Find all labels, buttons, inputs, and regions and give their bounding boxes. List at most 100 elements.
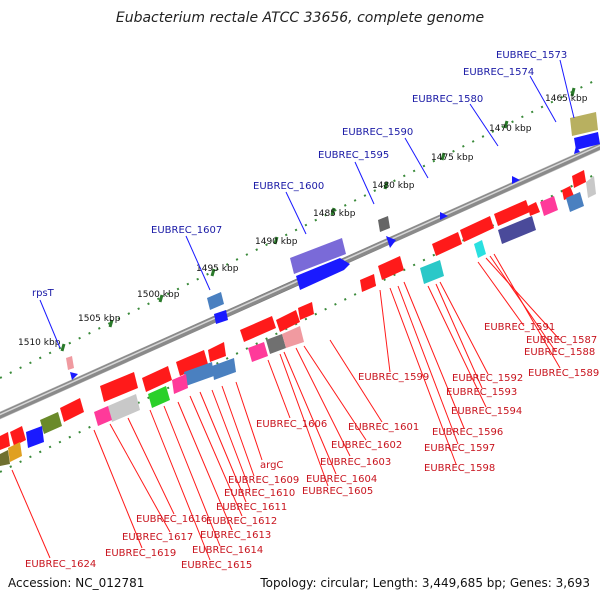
tick-label: 1500 kbp — [137, 290, 180, 300]
tick-label: 1485 kbp — [313, 209, 356, 219]
gene-label-inner: EUBREC_1596 — [432, 427, 503, 438]
gene-label-outer: EUBREC_1590 — [342, 127, 413, 138]
gene-label-inner: EUBREC_1619 — [105, 548, 176, 559]
gene-feature — [574, 146, 580, 154]
gene-feature — [540, 196, 558, 216]
gene-label-inner: argC — [260, 460, 283, 471]
gene-feature — [512, 176, 520, 184]
gene-label-inner: EUBREC_1604 — [306, 474, 377, 485]
gene-feature — [298, 302, 314, 320]
gene-label-outer: EUBREC_1595 — [318, 150, 389, 161]
gene-label-inner: EUBREC_1589 — [528, 368, 599, 379]
gene-feature — [420, 260, 444, 284]
gene-feature — [8, 442, 22, 462]
gene-feature — [248, 342, 268, 362]
gene-feature — [386, 236, 396, 248]
gene-feature — [70, 372, 78, 380]
gene-label-inner: EUBREC_1602 — [331, 440, 402, 451]
gene-label-inner: EUBREC_1617 — [122, 532, 193, 543]
map-title: Eubacterium rectale ATCC 33656, complete… — [116, 10, 484, 26]
gene-label-inner: EUBREC_1609 — [228, 475, 299, 486]
gene-label-inner: EUBREC_1615 — [181, 560, 252, 571]
gene-label-inner: EUBREC_1605 — [302, 486, 373, 497]
gene-feature — [176, 350, 208, 376]
tick-label: 1470 kbp — [489, 124, 532, 134]
gene-feature — [94, 406, 112, 426]
gene-label-inner: EUBREC_1616 — [136, 514, 207, 525]
gene-label-outer: EUBREC_1600 — [253, 181, 324, 192]
forward-strand-genes — [66, 112, 600, 380]
gene-feature — [566, 192, 584, 212]
gene-feature — [290, 238, 346, 274]
gene-feature — [474, 240, 486, 258]
gene-label-inner: EUBREC_1591 — [484, 322, 555, 333]
gene-label-inner: EUBREC_1612 — [206, 516, 277, 527]
gene-feature — [460, 216, 494, 242]
gene-label-outer: EUBREC_1580 — [412, 94, 483, 105]
gene-feature — [10, 426, 26, 446]
gene-label-outer: EUBREC_1573 — [496, 50, 567, 61]
gene-label-inner: EUBREC_1611 — [216, 502, 287, 513]
tick-label: 1465 kbp — [545, 94, 588, 104]
gene-feature — [207, 292, 224, 310]
gene-feature — [0, 450, 10, 466]
gene-label-inner: EUBREC_1592 — [452, 373, 523, 384]
gene-feature — [214, 310, 228, 324]
gene-feature — [494, 200, 530, 226]
outer-labels: EUBREC_1573 EUBREC_1574 EUBREC_1580 EUBR… — [32, 50, 567, 299]
gene-feature — [60, 398, 84, 422]
outer-callout-lines — [39, 59, 575, 349]
gene-feature — [282, 326, 304, 348]
gene-label-inner: EUBREC_1594 — [451, 406, 522, 417]
gene-feature — [570, 112, 598, 136]
gene-feature — [432, 232, 462, 256]
outer-major-ticks — [60, 87, 576, 352]
tick-label: 1475 kbp — [431, 153, 474, 163]
inner-labels: EUBREC_1591 EUBREC_1587 EUBREC_1588 EUBR… — [25, 322, 599, 571]
tick-label: 1505 kbp — [78, 314, 121, 324]
genome-summary-text: Topology: circular; Length: 3,449,685 bp… — [259, 576, 590, 590]
gene-feature — [40, 412, 62, 434]
gene-label-inner: EUBREC_1613 — [200, 530, 271, 541]
gene-feature — [296, 258, 350, 290]
gene-feature — [208, 342, 226, 362]
tick-label: 1510 kbp — [18, 338, 61, 348]
gene-feature — [266, 334, 286, 354]
gene-feature — [184, 362, 214, 386]
gene-feature — [172, 374, 188, 394]
gene-label-outer: EUBREC_1574 — [463, 67, 534, 78]
gene-label-outer: EUBREC_1607 — [151, 225, 222, 236]
gene-label-inner: EUBREC_1597 — [424, 443, 495, 454]
tick-label: 1480 kbp — [372, 181, 415, 191]
reverse-strand-genes — [0, 170, 596, 466]
gene-feature — [378, 256, 404, 280]
gene-feature — [100, 372, 138, 402]
gene-label-inner: EUBREC_1587 — [526, 335, 597, 346]
gene-label-inner: EUBREC_1601 — [348, 422, 419, 433]
gene-label-inner: EUBREC_1593 — [446, 387, 517, 398]
gene-feature — [66, 356, 74, 370]
gene-label-inner: EUBREC_1606 — [256, 419, 327, 430]
gene-feature — [26, 426, 44, 448]
gene-feature — [586, 176, 596, 198]
gene-feature — [240, 316, 276, 342]
gene-feature — [148, 386, 170, 408]
tick-labels: 1465 kbp 1470 kbp 1475 kbp 1480 kbp 1485… — [18, 94, 588, 348]
gene-label-inner: EUBREC_1610 — [224, 488, 295, 499]
gene-feature — [360, 274, 376, 292]
gene-label-inner: EUBREC_1588 — [524, 347, 595, 358]
tick-label: 1490 kbp — [255, 237, 298, 247]
gene-feature — [276, 310, 300, 332]
gene-label-inner: EUBREC_1599 — [358, 372, 429, 383]
gene-feature — [378, 216, 390, 232]
gene-feature — [572, 170, 586, 188]
accession-text: Accession: NC_012781 — [8, 576, 144, 590]
gene-feature — [212, 358, 236, 380]
gene-label-inner: EUBREC_1624 — [25, 559, 96, 570]
gene-feature — [142, 366, 172, 392]
gene-feature — [108, 394, 140, 422]
gene-label-inner: EUBREC_1603 — [320, 457, 391, 468]
gene-feature — [0, 432, 10, 450]
gene-feature — [440, 212, 448, 220]
